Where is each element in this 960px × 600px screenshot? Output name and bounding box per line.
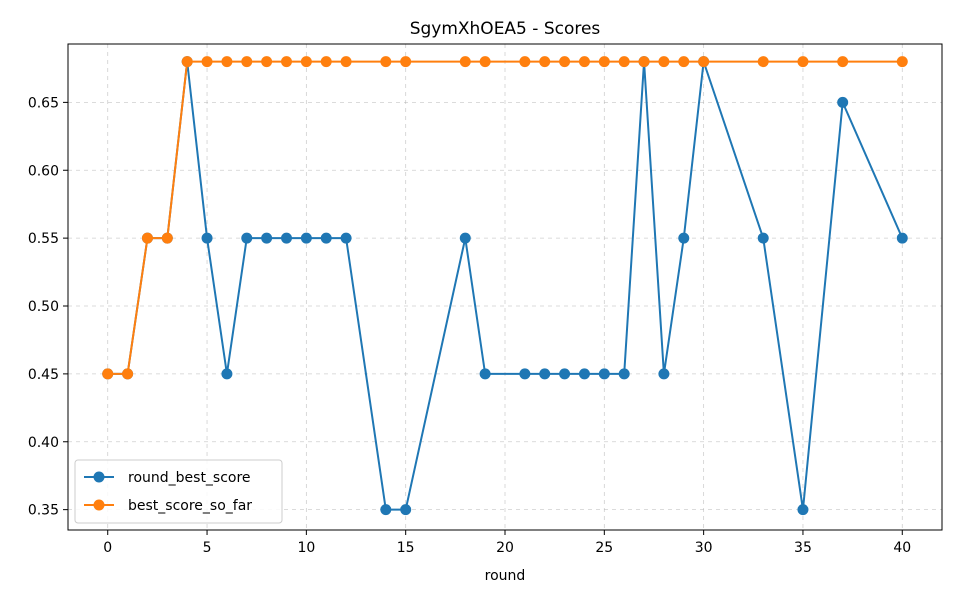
data-point	[896, 232, 908, 244]
y-tick-label: 0.65	[28, 95, 59, 111]
data-point	[539, 368, 551, 380]
data-point	[221, 368, 233, 380]
data-point	[479, 56, 491, 68]
data-point	[678, 56, 690, 68]
data-point	[201, 232, 213, 244]
data-point	[320, 232, 332, 244]
x-tick-label: 5	[203, 540, 212, 556]
y-tick-label: 0.55	[28, 231, 59, 247]
data-point	[181, 56, 193, 68]
data-point	[340, 56, 352, 68]
data-point	[241, 56, 253, 68]
x-tick-label: 25	[595, 540, 613, 556]
data-point	[459, 56, 471, 68]
legend-swatch-marker	[93, 471, 105, 483]
data-point	[281, 232, 292, 244]
data-point	[102, 368, 114, 380]
data-point	[598, 368, 610, 380]
data-point	[479, 368, 491, 380]
data-point	[221, 56, 233, 68]
data-point	[757, 56, 769, 68]
x-tick-label: 0	[103, 540, 112, 556]
data-point	[459, 232, 471, 244]
x-tick-label: 20	[496, 540, 514, 556]
y-tick-label: 0.35	[28, 503, 59, 519]
data-point	[201, 56, 213, 68]
data-point	[698, 56, 710, 68]
data-point	[380, 504, 392, 516]
data-point	[618, 56, 630, 68]
x-axis-label: round	[485, 568, 526, 584]
data-point	[340, 232, 352, 244]
x-tick-label: 40	[893, 540, 911, 556]
data-point	[658, 56, 670, 68]
data-point	[559, 368, 571, 380]
x-tick-label: 15	[397, 540, 415, 556]
y-tick-label: 0.45	[28, 367, 59, 383]
x-tick-label: 10	[297, 540, 315, 556]
data-point	[161, 232, 173, 244]
data-point	[380, 56, 392, 68]
data-point	[797, 56, 809, 68]
data-point	[519, 368, 531, 380]
legend: round_best_score best_score_so_far	[74, 459, 283, 524]
data-point	[261, 56, 273, 68]
data-point	[400, 56, 412, 68]
data-point	[578, 56, 590, 68]
data-point	[400, 504, 412, 516]
data-point	[141, 232, 153, 244]
data-point	[797, 504, 809, 516]
data-point	[281, 56, 292, 68]
grid	[68, 44, 942, 530]
data-point	[519, 56, 531, 68]
data-point	[300, 56, 312, 68]
data-point	[658, 368, 670, 380]
data-point	[618, 368, 630, 380]
series-layer	[102, 56, 908, 516]
axes: 0 5 10 15 20 25 30 35 40 0.35 0.40 0.45 0.50 0.55 0.60…	[28, 95, 911, 556]
data-point	[559, 56, 571, 68]
data-point	[598, 56, 610, 68]
data-point	[539, 56, 551, 68]
data-point	[638, 56, 650, 68]
legend-label: best_score_so_far	[128, 498, 252, 514]
data-point	[837, 96, 849, 108]
data-point	[678, 232, 690, 244]
data-point	[261, 232, 273, 244]
data-point	[122, 368, 134, 380]
legend-box	[74, 459, 283, 524]
data-point	[241, 232, 253, 244]
data-point	[757, 232, 769, 244]
data-point	[837, 56, 849, 68]
x-tick-label: 35	[794, 540, 812, 556]
data-point	[896, 56, 908, 68]
data-point	[320, 56, 332, 68]
legend-swatch-marker	[93, 499, 105, 511]
data-point	[300, 232, 312, 244]
x-tick-label: 30	[695, 540, 713, 556]
legend-label: round_best_score	[128, 470, 251, 486]
data-point	[578, 368, 590, 380]
y-tick-label: 0.40	[28, 435, 59, 451]
chart-title: SgymXhOEA5 - Scores	[410, 19, 601, 39]
series-best_score_so_far	[102, 56, 908, 380]
y-tick-label: 0.60	[28, 163, 59, 179]
y-tick-label: 0.50	[28, 299, 59, 315]
